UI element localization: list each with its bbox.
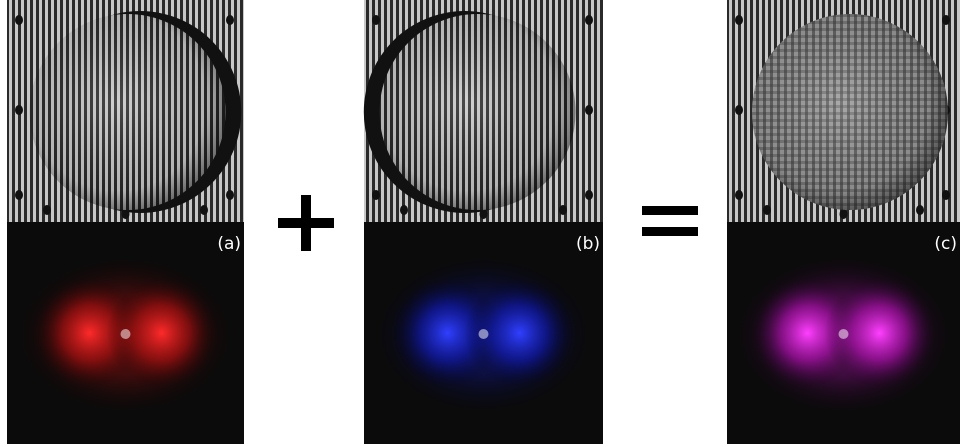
panel-label: (a) [217,234,241,254]
hole [916,205,924,215]
hole [15,15,23,25]
panel: (b) [364,0,603,444]
hole [226,15,234,25]
panel-label: (c) [934,234,957,254]
hole [400,205,408,215]
hole [840,209,848,219]
panel: (c) [727,0,960,444]
hole [585,15,593,25]
hole [735,190,743,200]
hole [942,15,950,25]
panel-label: (b) [576,234,600,254]
spectrum-center [479,329,489,339]
hole [735,105,743,115]
equals-bar [642,206,698,215]
hole [200,205,208,215]
equals-sign [642,206,698,236]
hole [372,190,380,200]
plus-bar [301,195,311,251]
hole [15,105,23,115]
hole [43,205,51,215]
hole [735,15,743,25]
figure: (a) (b) (c) [0,0,960,447]
sphere-shading [29,14,225,210]
spectrum-center [121,329,131,339]
panel: (a) [7,0,244,444]
hole [763,205,771,215]
hole [372,15,380,25]
hole [15,190,23,200]
plus-sign [278,195,334,251]
sphere-shading [380,14,576,210]
hole [585,105,593,115]
spectrum-center [839,329,849,339]
hole [585,190,593,200]
hole [942,190,950,200]
sphere-shading [752,14,948,210]
hole [226,190,234,200]
equals-bar [642,227,698,236]
hole [559,205,567,215]
